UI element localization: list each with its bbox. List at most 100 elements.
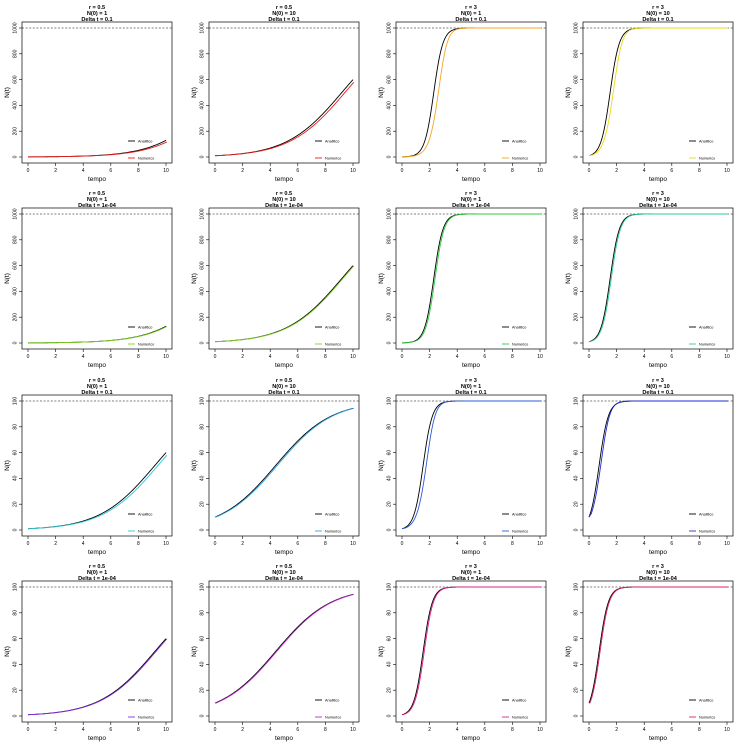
x-axis-label: tempo [462,362,480,369]
y-tick-label: 0 [200,714,206,717]
x-tick-label: 6 [109,727,112,733]
x-tick-label: 6 [670,727,673,733]
y-tick-label: 20 [387,501,393,507]
legend-label-analitico: Analitico [138,512,152,516]
x-tick-label: 8 [324,168,327,174]
legend-label-numerico: Numerico [512,715,528,719]
y-tick-label: 800 [200,235,206,244]
series-line-numerico [214,81,355,157]
y-tick-label: 800 [200,49,206,58]
x-tick-label: 4 [643,168,646,174]
y-tick-label: 100 [13,397,19,406]
y-tick-label: 1000 [387,22,393,33]
x-tick-label: 2 [428,354,431,360]
x-tick-label: 0 [401,727,404,733]
chart-title-line: Delta t = 1e-04 [452,203,491,209]
y-tick-label: 0 [574,528,580,531]
x-tick-label: 2 [54,541,57,547]
plot-frame [582,21,734,164]
y-axis-label: N(t) [4,87,11,98]
x-tick-label: 10 [724,727,730,733]
chart-title-line: Delta t = 0.1 [81,390,112,396]
x-tick-label: 0 [401,168,404,174]
x-tick-label: 6 [109,354,112,360]
plot-frame [395,394,547,537]
legend-label-numerico: Numerico [325,156,341,160]
series-line-analitico [214,407,354,518]
x-axis-label: tempo [649,549,667,556]
plot-frame [395,580,547,723]
x-tick-label: 0 [401,354,404,360]
y-axis-label: N(t) [4,646,11,657]
x-tick-label: 0 [588,354,591,360]
y-tick-label: 400 [200,287,206,296]
y-tick-label: 400 [387,101,393,110]
y-tick-label: 600 [13,75,19,84]
chart-title-line: N(0) = 10 [272,570,295,576]
chart-title-line: Delta t = 1e-04 [265,203,304,209]
chart-title-line: Delta t = 1e-04 [78,576,117,582]
chart-title-line: Delta t = 0.1 [642,17,673,23]
chart-title-line: Delta t = 0.1 [642,390,673,396]
y-tick-label: 0 [387,714,393,717]
y-tick-label: 0 [200,155,206,158]
chart-title-line: r = 3 [465,378,477,384]
x-tick-label: 2 [428,727,431,733]
y-axis-label: N(t) [191,460,198,471]
x-tick-label: 8 [137,354,140,360]
y-tick-label: 80 [200,424,206,430]
y-tick-label: 20 [574,501,580,507]
series-line-numerico [588,586,728,704]
chart-title-line: r = 3 [652,191,664,197]
x-tick-label: 0 [214,727,217,733]
x-tick-label: 6 [483,541,486,547]
y-axis-label: N(t) [378,273,385,284]
chart-title-line: N(0) = 10 [646,384,669,390]
chart-title-line: r = 3 [652,5,664,11]
x-axis-label: tempo [88,735,106,742]
x-tick-label: 6 [670,354,673,360]
y-tick-label: 100 [13,583,19,592]
x-tick-label: 8 [698,541,701,547]
plot-frame [21,394,173,537]
chart-title-line: r = 3 [465,191,477,197]
chart-title-line: r = 3 [465,564,477,570]
y-tick-label: 600 [13,261,19,270]
y-tick-label: 40 [200,661,206,667]
plot-frame [208,580,360,723]
series-line-numerico [214,265,355,343]
x-tick-label: 0 [214,541,217,547]
x-tick-label: 0 [588,727,591,733]
legend-label-analitico: Analitico [325,698,339,702]
series-line-numerico [588,213,728,343]
y-tick-label: 800 [13,235,19,244]
x-tick-label: 0 [401,541,404,547]
x-tick-label: 10 [537,168,543,174]
legend-label-numerico: Numerico [325,342,341,346]
y-tick-label: 20 [200,687,206,693]
chart-title-line: r = 3 [652,378,664,384]
legend-label-numerico: Numerico [138,342,154,346]
y-tick-label: 200 [574,127,580,136]
x-tick-label: 4 [643,727,646,733]
y-tick-label: 60 [574,450,580,456]
x-tick-label: 10 [163,541,169,547]
x-tick-label: 4 [269,354,272,360]
y-tick-label: 400 [574,287,580,296]
x-tick-label: 4 [456,541,459,547]
chart-title-line: Delta t = 0.1 [455,390,486,396]
legend-label-numerico: Numerico [325,529,341,533]
x-tick-label: 10 [350,354,356,360]
chart-title-line: Delta t = 1e-04 [639,576,678,582]
legend-label-analitico: Analitico [699,512,713,516]
x-axis-label: tempo [275,549,293,556]
x-tick-label: 8 [511,727,514,733]
y-tick-label: 1000 [574,208,580,219]
x-tick-label: 8 [698,168,701,174]
x-tick-label: 2 [615,541,618,547]
x-tick-label: 6 [296,727,299,733]
